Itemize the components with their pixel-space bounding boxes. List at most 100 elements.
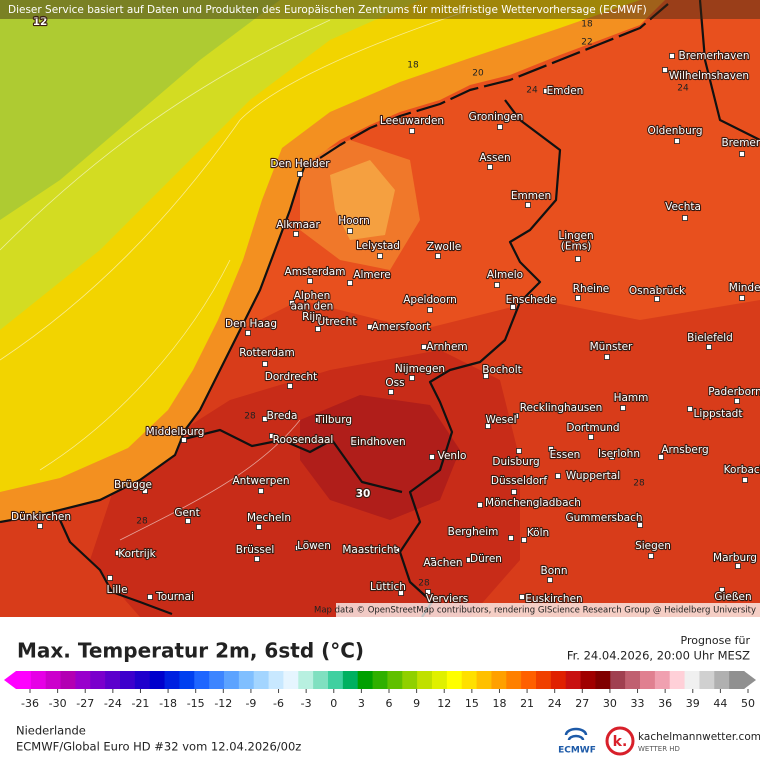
city-dot [181, 437, 187, 443]
city-dot [147, 594, 153, 600]
colorbar-cell [16, 671, 32, 689]
colorbar-cell [610, 671, 626, 689]
city-dot [347, 280, 353, 286]
city-label: Gießen [714, 591, 751, 603]
colorbar-tick-label: -6 [273, 697, 284, 710]
city-label: (Ems) [561, 241, 592, 253]
city-dot [287, 383, 293, 389]
city-dot [620, 405, 626, 411]
city-label: Löwen [297, 540, 331, 552]
city-label: Emden [547, 85, 584, 97]
city-label: Köln [527, 527, 549, 539]
city-label: Lille [106, 584, 127, 596]
city-label: Wesel [485, 414, 516, 426]
colorbar-tick-label: 44 [713, 697, 727, 710]
colorbar-arrow [4, 671, 16, 689]
colorbar-cell [654, 671, 671, 689]
city-label: Iserlohn [598, 448, 640, 460]
city-dot [142, 488, 148, 494]
city-label: Essen [550, 449, 581, 461]
colorbar-cell [387, 671, 403, 689]
city-dot [734, 398, 740, 404]
city-dot [735, 563, 741, 569]
hottest-zone [300, 395, 460, 520]
colorbar-cell [357, 671, 374, 689]
colorbar-cell [684, 671, 700, 689]
city-label: Utrecht [318, 316, 357, 328]
city-dot [669, 53, 675, 59]
colorbar-cell [164, 671, 180, 689]
city-label: Kortrijk [118, 548, 156, 560]
colorbar-tick-label: -9 [245, 697, 256, 710]
city-dot [548, 446, 554, 452]
city-dot [245, 330, 251, 336]
city-dot [427, 307, 433, 313]
city-dot [315, 326, 321, 332]
city-dot [256, 524, 262, 530]
contour-label: 12 [33, 16, 48, 28]
city-label: Arnsberg [661, 444, 708, 456]
site-sub: WETTER HD [638, 745, 680, 753]
colorbar-tick-label: 50 [741, 697, 755, 710]
city-label: Marburg [713, 552, 757, 564]
city-label: Dordrecht [265, 371, 317, 383]
city-dot [575, 256, 581, 262]
colorbar-tick-label: 36 [658, 697, 672, 710]
colorbar-tick-label: -30 [49, 697, 67, 710]
city-label: Wilhelmshaven [669, 70, 749, 82]
city-dot [521, 537, 527, 543]
city-dot [604, 354, 610, 360]
city-label: Minden [729, 282, 760, 294]
colorbar-tick-label: 0 [330, 697, 337, 710]
city-label: Verviers [426, 593, 469, 605]
colorbar-cell [179, 671, 195, 689]
city-label: Paderborn [708, 386, 760, 398]
contour-label: 30 [356, 488, 371, 500]
colorbar-tick-label: 9 [413, 697, 420, 710]
city-label: Roosendaal [273, 434, 334, 446]
colorbar-cell [699, 671, 715, 689]
city-dot [258, 488, 264, 494]
city-label: Antwerpen [232, 475, 289, 487]
colorbar-cell [476, 671, 492, 689]
city-dot [648, 553, 654, 559]
colorbar-cell [714, 671, 730, 689]
city-dot [487, 164, 493, 170]
city-dot [588, 434, 594, 440]
colorbar-cell [536, 671, 552, 689]
city-dot [425, 589, 431, 595]
city-label: Lingen [558, 230, 593, 242]
colorbar-cell [298, 671, 314, 689]
city-dot [293, 231, 299, 237]
model: ECMWF/Global Euro HD #32 vom 12.04.2026/… [16, 740, 301, 754]
city-dot [519, 594, 525, 600]
region: Niederlande [16, 724, 86, 738]
city-dot [575, 295, 581, 301]
colorbar-cell [313, 671, 329, 689]
colorbar-cell [625, 671, 641, 689]
city-label: Arnhem [426, 341, 467, 353]
colorbar-cell [60, 671, 76, 689]
kachelmann-logo: k. kachelmannwetter.com WETTER HD [605, 726, 760, 756]
city-dot [497, 124, 503, 130]
city-dot [494, 282, 500, 288]
city-dot [351, 441, 357, 447]
city-label: Düren [470, 553, 502, 565]
city-label: Lippstadt [694, 408, 743, 420]
city-dot [307, 278, 313, 284]
city-label: Siegen [635, 540, 671, 552]
colorbar-tick-label: -21 [131, 697, 149, 710]
contour-label: 20 [472, 69, 484, 79]
city-dot [508, 535, 514, 541]
city-label: Tournai [155, 591, 194, 603]
city-dot [510, 304, 516, 310]
ecmwf-logo: ECMWF [558, 727, 596, 756]
colorbar-cell [521, 671, 537, 689]
city-dot [262, 416, 268, 422]
city-label: Euskirchen [525, 593, 582, 605]
city-label: aan den [291, 301, 334, 313]
city-label: Amersfoort [372, 321, 431, 333]
colorbar-tick-label: 30 [603, 697, 617, 710]
city-dot [485, 423, 491, 429]
city-dot [388, 389, 394, 395]
